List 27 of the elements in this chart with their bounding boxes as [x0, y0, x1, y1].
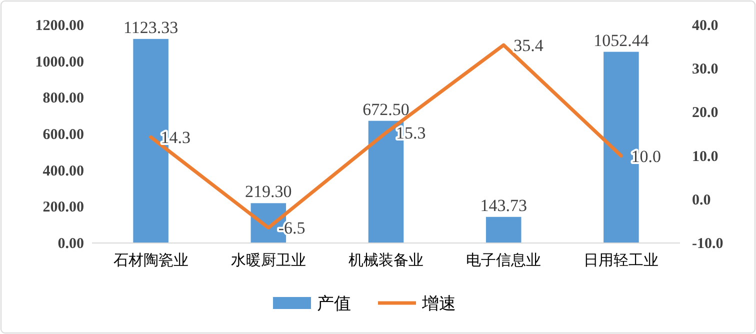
y-tick-label: 400.00	[42, 163, 84, 180]
y-tick-label: 1200.00	[35, 18, 84, 34]
bar	[486, 216, 522, 243]
data-label: 219.30	[245, 182, 292, 202]
y-tick-label: 0.00	[58, 236, 84, 252]
y-tick-label: 800.00	[42, 90, 84, 107]
x-tick-label: 电子信息业	[466, 252, 542, 269]
y2-tick-label: -10.0	[692, 236, 724, 252]
legend-label: 产值	[317, 294, 351, 313]
x-tick-label: 机械装备业	[348, 252, 424, 269]
data-label: 1052.44	[594, 30, 650, 50]
y-tick-label: 200.00	[42, 200, 84, 216]
y2-tick-label: 30.0	[692, 62, 718, 78]
data-label: 35.4	[514, 36, 544, 56]
legend-label: 增速	[421, 294, 456, 313]
y2-tick-label: 0.0	[692, 192, 711, 208]
x-tick-label: 水暖厨卫业	[230, 252, 306, 269]
data-label: 1123.33	[123, 18, 178, 37]
y2-tick-label: 10.0	[692, 148, 718, 165]
y-tick-label: 600.00	[42, 127, 84, 143]
data-label: 143.73	[480, 196, 527, 215]
data-label: 672.50	[362, 100, 410, 119]
y2-tick-label: 40.0	[692, 18, 718, 34]
y-tick-label: 1000.00	[35, 54, 84, 70]
x-tick-label: 日用轻工业	[584, 252, 659, 269]
y2-tick-label: 20.0	[692, 105, 718, 122]
x-tick-label: 石材陶瓷业	[113, 252, 188, 269]
